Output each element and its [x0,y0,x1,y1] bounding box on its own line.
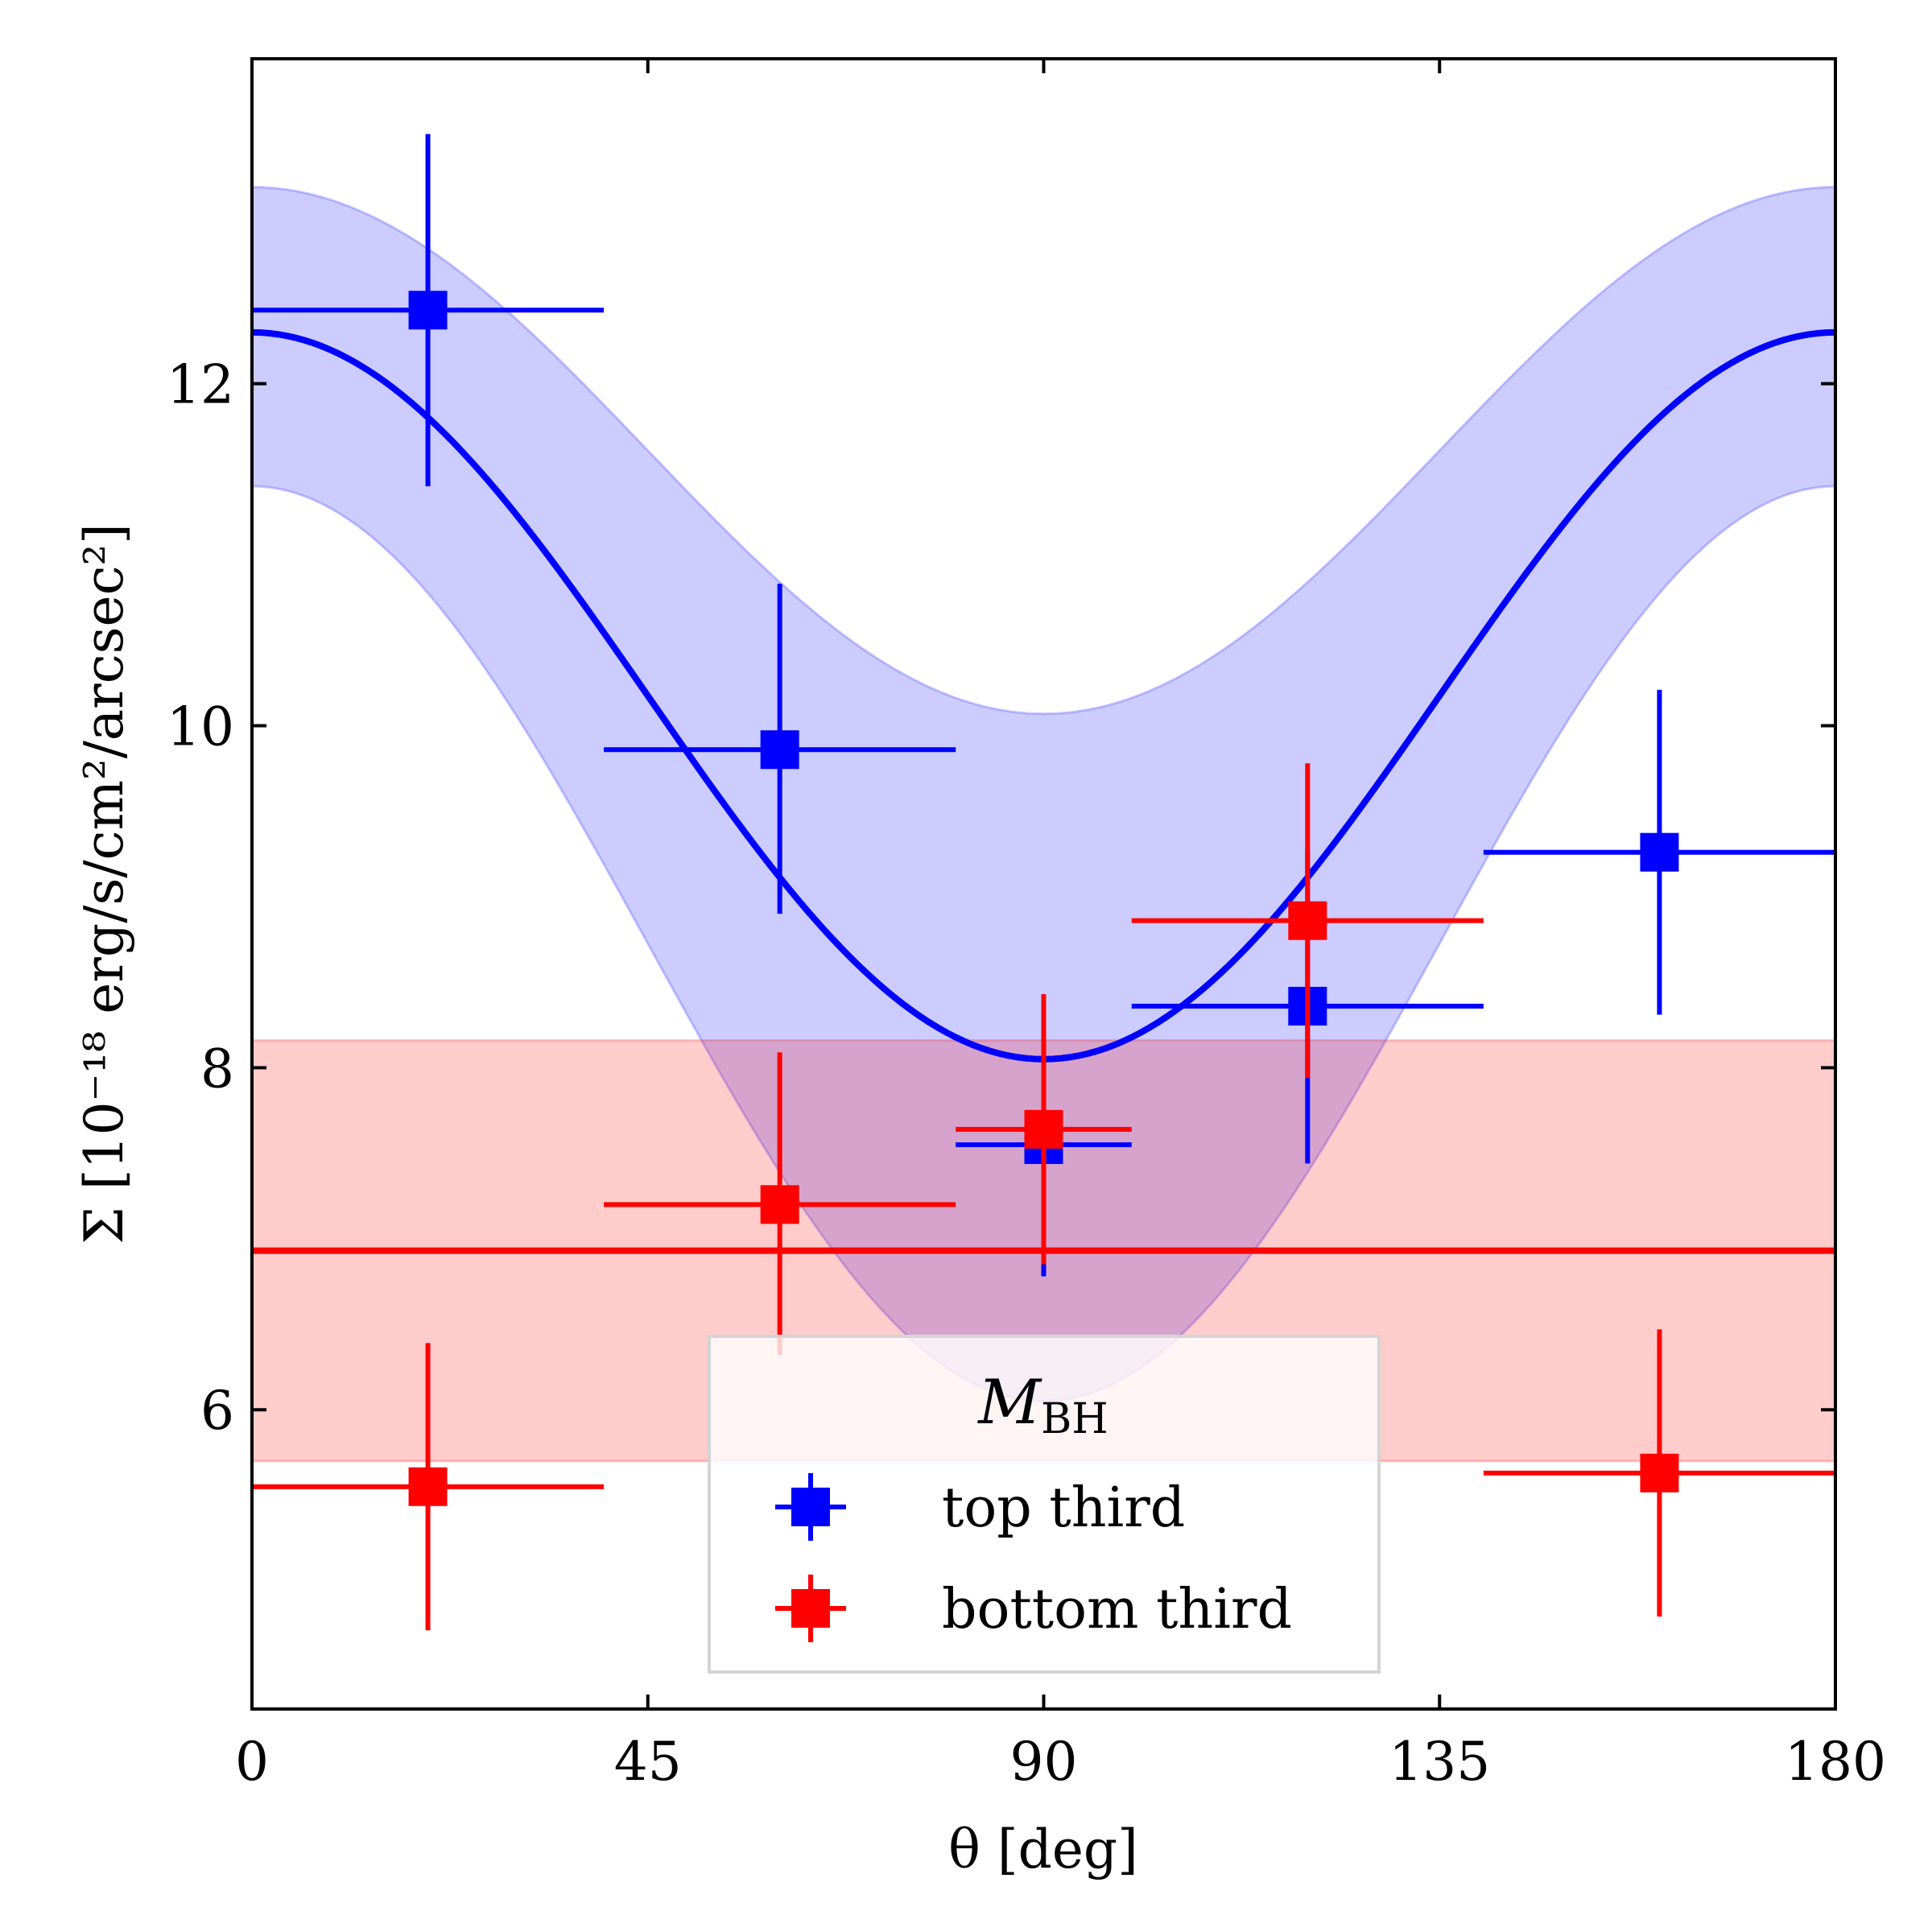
legend: MBH top third bottom third [708,1335,1381,1674]
x-tick-label: 135 [1389,1731,1490,1793]
legend-label: top third [942,1476,1185,1540]
legend-entry: bottom third [775,1575,1292,1642]
top-third-marker [1640,832,1679,872]
top-third-point [1483,689,1835,1015]
bottom-third-marker [408,1467,448,1506]
top-third-point [252,134,605,487]
bottom-third-marker [1288,901,1327,940]
bottom-third-point [956,994,1132,1265]
legend-title: MBH [976,1366,1108,1443]
x-tick-label: 45 [614,1731,682,1793]
top-third-marker [408,291,448,330]
y-tick-label: 12 [167,354,234,416]
top-third-marker [760,730,799,770]
bottom-third-point [1131,763,1484,1079]
top-third-band [252,185,1835,1403]
x-tick-label: 0 [235,1731,269,1793]
top-third-point [604,584,956,914]
y-tick-label: 8 [200,1038,234,1100]
bottom-third-point [604,1052,956,1356]
x-tick-label: 90 [1010,1731,1078,1793]
tick-labels: 0 45 90 135 180 6 8 10 12 [167,354,1886,1793]
y-axis-label: Σ [10⁻¹⁸ erg/s/cm²/arcsec²] [73,523,135,1245]
y-tick-label: 6 [200,1380,234,1442]
legend-marker [791,1488,830,1526]
y-tick-label: 10 [167,696,234,758]
bottom-third-marker [760,1185,799,1224]
legend-entry: top third [775,1473,1185,1541]
x-axis-label: θ [deg] [948,1818,1138,1880]
x-tick-label: 180 [1785,1731,1886,1793]
data-points [252,134,1835,1631]
bottom-third-point [1483,1329,1835,1617]
bottom-third-marker [1024,1109,1063,1149]
legend-label: bottom third [942,1578,1292,1641]
legend-title-sub: BH [1041,1395,1108,1443]
legend-title-main: M [976,1366,1042,1438]
bottom-third-marker [1640,1453,1679,1492]
legend-marker [791,1589,830,1628]
bottom-third-point [252,1343,605,1631]
axis-ticks [250,59,1837,1709]
